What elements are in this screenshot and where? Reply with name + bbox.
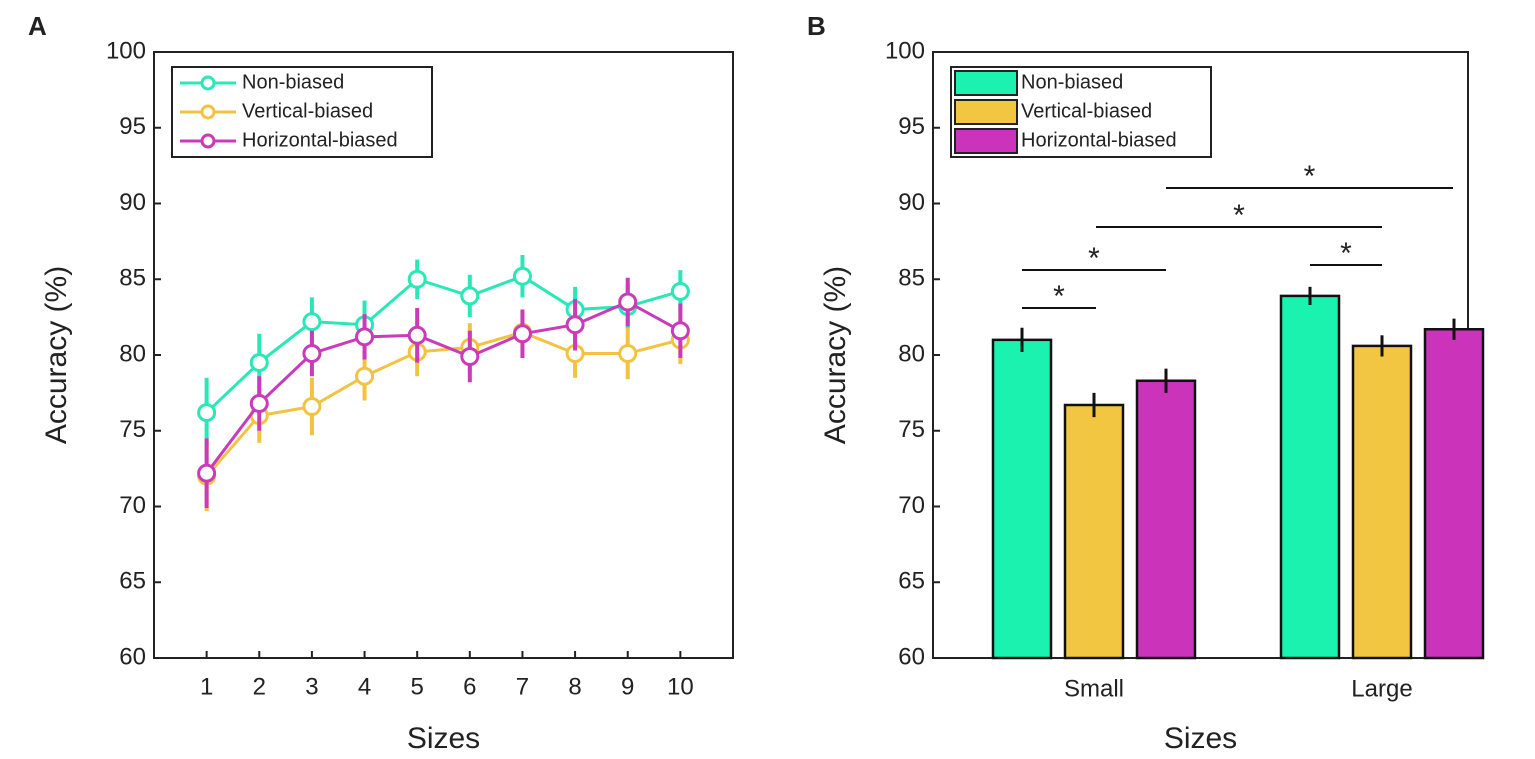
significance-star: * [1088, 242, 1100, 275]
legend-label: Horizontal-biased [242, 129, 398, 151]
x-axis-label: Sizes [1164, 722, 1237, 755]
y-tick-label: 95 [119, 113, 146, 140]
marker [512, 266, 532, 286]
legend-marker [200, 104, 216, 120]
significance-star: * [1233, 199, 1245, 232]
y-tick-label: 100 [885, 37, 925, 64]
x-tick-label: 8 [568, 673, 581, 700]
bar [1279, 294, 1341, 660]
y-axis-label: Accuracy (%) [40, 266, 73, 444]
y-tick-label: 90 [119, 189, 146, 216]
marker [355, 366, 375, 386]
x-tick-label: Large [1351, 675, 1412, 702]
x-axis-label: Sizes [407, 722, 480, 755]
marker [197, 403, 217, 423]
y-tick-label: 80 [898, 340, 925, 367]
y-tick-label: 85 [119, 265, 146, 292]
marker [249, 393, 269, 413]
marker [460, 347, 480, 367]
y-tick-label: 80 [119, 340, 146, 367]
bar [1063, 403, 1125, 660]
bar [1423, 327, 1485, 660]
y-axis-label: Accuracy (%) [819, 266, 852, 444]
legend-swatch [954, 70, 1018, 96]
legend-swatch [954, 128, 1018, 154]
legend-marker [200, 133, 216, 149]
panel-label: B [807, 11, 826, 41]
x-tick-label: 10 [667, 673, 694, 700]
bar [1135, 379, 1197, 660]
y-tick-label: 70 [898, 492, 925, 519]
legend-label: Horizontal-biased [1021, 129, 1177, 151]
marker [460, 286, 480, 306]
y-tick-label: 90 [898, 189, 925, 216]
marker [249, 353, 269, 373]
marker [302, 312, 322, 332]
axes-box [153, 51, 734, 659]
marker [618, 343, 638, 363]
legend-swatch [954, 99, 1018, 125]
x-tick-label: 4 [358, 673, 371, 700]
marker [355, 327, 375, 347]
marker [407, 269, 427, 289]
x-tick-label: 2 [253, 673, 266, 700]
x-tick-label: 9 [621, 673, 634, 700]
marker [618, 292, 638, 312]
marker [302, 397, 322, 417]
y-tick-label: 75 [898, 416, 925, 443]
x-tick-label: 6 [463, 673, 476, 700]
legend-label: Non-biased [242, 71, 344, 93]
y-tick-label: 75 [119, 416, 146, 443]
y-tick-label: 85 [898, 265, 925, 292]
marker [512, 324, 532, 344]
legend-marker [200, 75, 216, 91]
x-tick-label: 7 [516, 673, 529, 700]
legend-label: Vertical-biased [1021, 100, 1152, 122]
series-line [205, 330, 681, 478]
legend-label: Vertical-biased [242, 100, 373, 122]
x-tick-label: Small [1064, 675, 1124, 702]
marker [670, 281, 690, 301]
y-tick-label: 95 [898, 113, 925, 140]
y-tick-label: 100 [106, 37, 146, 64]
bar [991, 338, 1053, 660]
marker [302, 343, 322, 363]
y-tick-label: 60 [898, 643, 925, 670]
marker [407, 325, 427, 345]
y-tick-label: 70 [119, 492, 146, 519]
significance-star: * [1304, 160, 1316, 193]
y-tick-label: 65 [898, 568, 925, 595]
series-line [205, 274, 681, 414]
legend-label: Non-biased [1021, 71, 1123, 93]
x-tick-label: 3 [305, 673, 318, 700]
significance-star: * [1340, 237, 1352, 270]
series-line [205, 300, 682, 475]
x-tick-label: 1 [200, 673, 213, 700]
panel-label: A [28, 11, 47, 41]
bar [1351, 344, 1413, 660]
y-tick-label: 65 [119, 568, 146, 595]
marker [565, 315, 585, 335]
marker [197, 463, 217, 483]
y-tick-label: 60 [119, 643, 146, 670]
marker [670, 321, 690, 341]
significance-star: * [1053, 280, 1065, 313]
x-tick-label: 5 [411, 673, 424, 700]
